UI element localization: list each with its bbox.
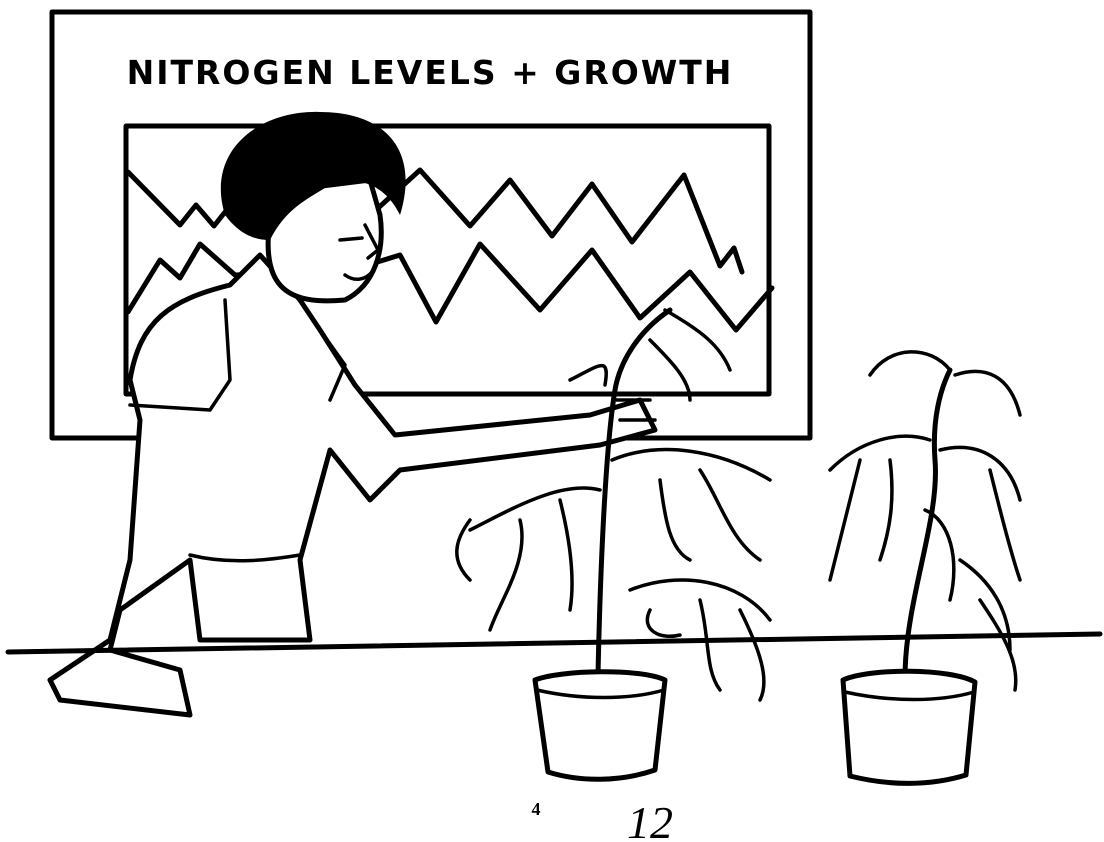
plant-stem [598, 310, 670, 675]
page: {"poster": {"title": "NITROGEN LEVELS + … [0, 0, 1104, 842]
poster-title: NITROGEN LEVELS + GROWTH [127, 53, 734, 92]
page-number: 12 [627, 797, 673, 842]
plant-pot [535, 672, 665, 780]
plant-pot [843, 671, 975, 783]
illustration: NITROGEN LEVELS + GROWTH 4 12 [0, 0, 1104, 842]
zigzag-line-upper [128, 170, 742, 272]
footer-mark: 4 [532, 799, 541, 819]
table-edge [8, 634, 1100, 652]
